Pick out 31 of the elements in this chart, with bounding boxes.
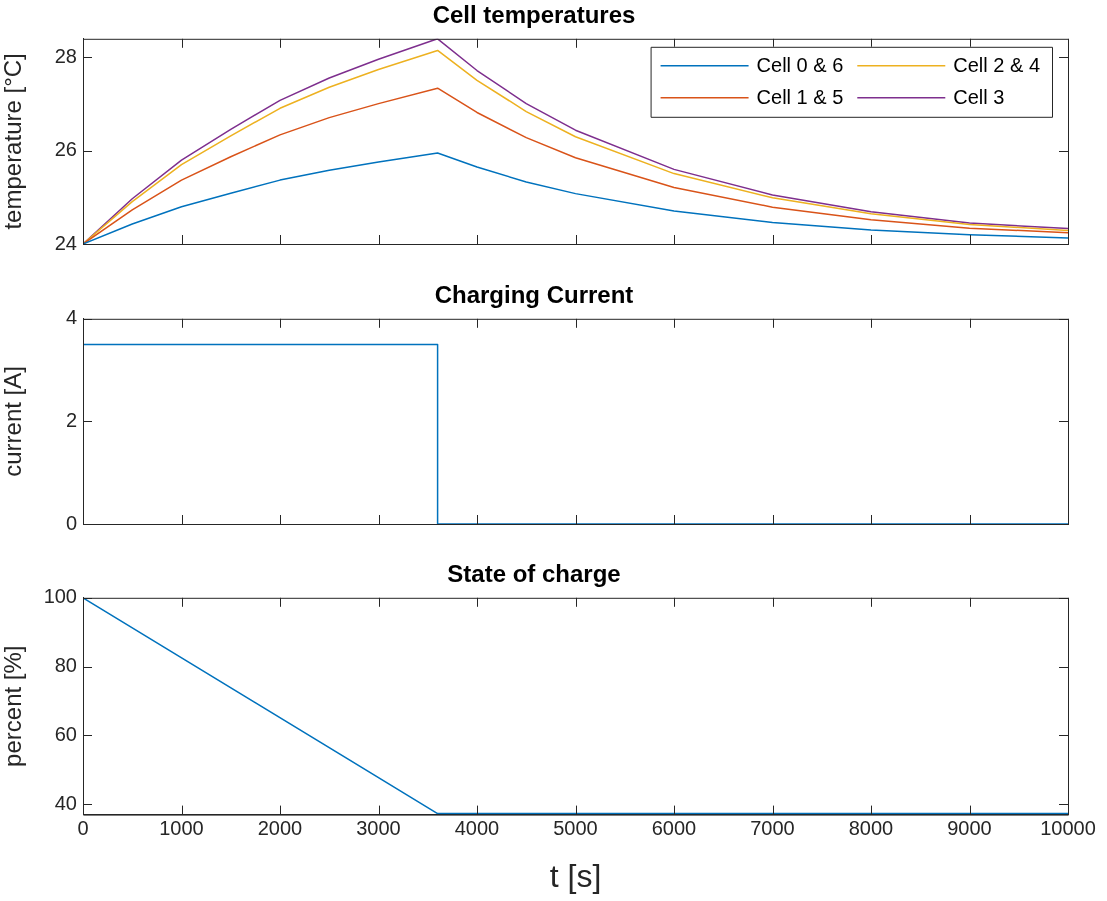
y-tick-label: 0 bbox=[65, 511, 77, 534]
x-axis-title: t [s] bbox=[549, 857, 602, 894]
chart-title: State of charge bbox=[447, 560, 621, 588]
x-tick-label: 3000 bbox=[356, 817, 401, 840]
y-tick-label: 2 bbox=[65, 408, 77, 431]
chart-title: Charging Current bbox=[434, 281, 634, 309]
chart-title: Cell temperatures bbox=[432, 1, 636, 29]
x-tick-label: 10000 bbox=[1040, 817, 1096, 840]
legend-label: Cell 2 & 4 bbox=[953, 54, 1041, 77]
y-tick-label: 26 bbox=[54, 138, 77, 161]
y-tick-label: 4 bbox=[65, 306, 77, 329]
y-tick-label: 40 bbox=[54, 791, 77, 814]
y-axis-title: percent [%] bbox=[0, 645, 27, 767]
y-tick-label: 28 bbox=[54, 44, 77, 67]
x-tick-label: 2000 bbox=[257, 817, 303, 840]
x-tick-label: 8000 bbox=[848, 817, 894, 840]
y-tick-label: 24 bbox=[54, 231, 77, 254]
x-tick-label: 4000 bbox=[454, 817, 500, 840]
y-axis-title: temperature [°C] bbox=[0, 53, 27, 230]
y-tick-label: 60 bbox=[54, 722, 77, 745]
legend-label: Cell 3 bbox=[953, 86, 1005, 109]
x-tick-label: 6000 bbox=[651, 817, 697, 840]
x-tick-label: 7000 bbox=[750, 817, 795, 840]
legend-label: Cell 1 & 5 bbox=[756, 86, 844, 109]
y-axis-title: current [A] bbox=[0, 366, 27, 477]
x-tick-label: 9000 bbox=[947, 817, 992, 840]
legend-label: Cell 0 & 6 bbox=[756, 54, 844, 77]
x-tick-label: 5000 bbox=[553, 817, 598, 840]
y-tick-label: 100 bbox=[43, 585, 77, 608]
x-tick-label: 1000 bbox=[159, 817, 204, 840]
y-tick-label: 80 bbox=[54, 654, 77, 677]
